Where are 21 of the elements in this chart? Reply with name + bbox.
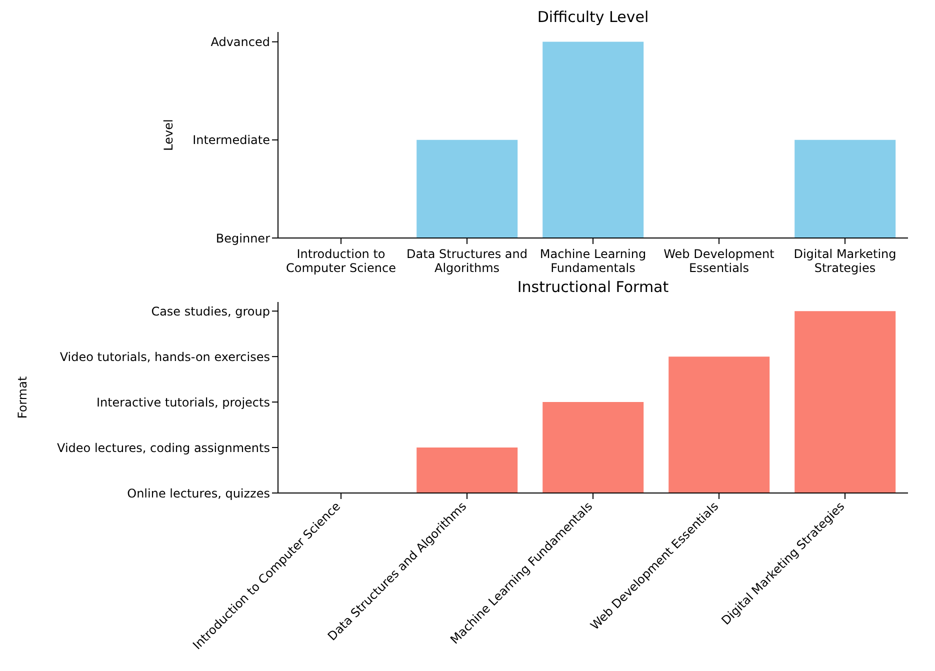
x-tick-label: Introduction to Computer Science xyxy=(286,247,396,275)
x-tick-label: Digital Marketing Strategies xyxy=(794,247,896,275)
category-label: Beginner xyxy=(216,231,270,246)
bar xyxy=(668,356,770,493)
bar xyxy=(794,311,896,493)
x-tick-label: Data Structures and Algorithms xyxy=(406,247,528,275)
category-label: Online lectures, quizzes xyxy=(127,486,270,500)
bar xyxy=(416,448,518,493)
x-tick-label: Machine Learning Fundamentals xyxy=(540,247,646,275)
category-label: Advanced xyxy=(210,35,270,50)
x-tick-label: Web Development Essentials xyxy=(664,247,775,275)
y-axis-title: Level xyxy=(161,119,176,151)
category-label: Interactive tutorials, projects xyxy=(96,395,270,410)
bar xyxy=(542,402,644,493)
category-label: Case studies, group xyxy=(151,304,270,318)
category-label: Video tutorials, hands-on exercises xyxy=(60,350,270,364)
chart-title: Instructional Format xyxy=(516,278,670,296)
category-label: Intermediate xyxy=(192,133,270,148)
category-label: Video lectures, coding assignments xyxy=(57,440,270,455)
y-axis-title: Format xyxy=(15,376,30,419)
chart-title: Difficulty Level xyxy=(536,8,650,26)
